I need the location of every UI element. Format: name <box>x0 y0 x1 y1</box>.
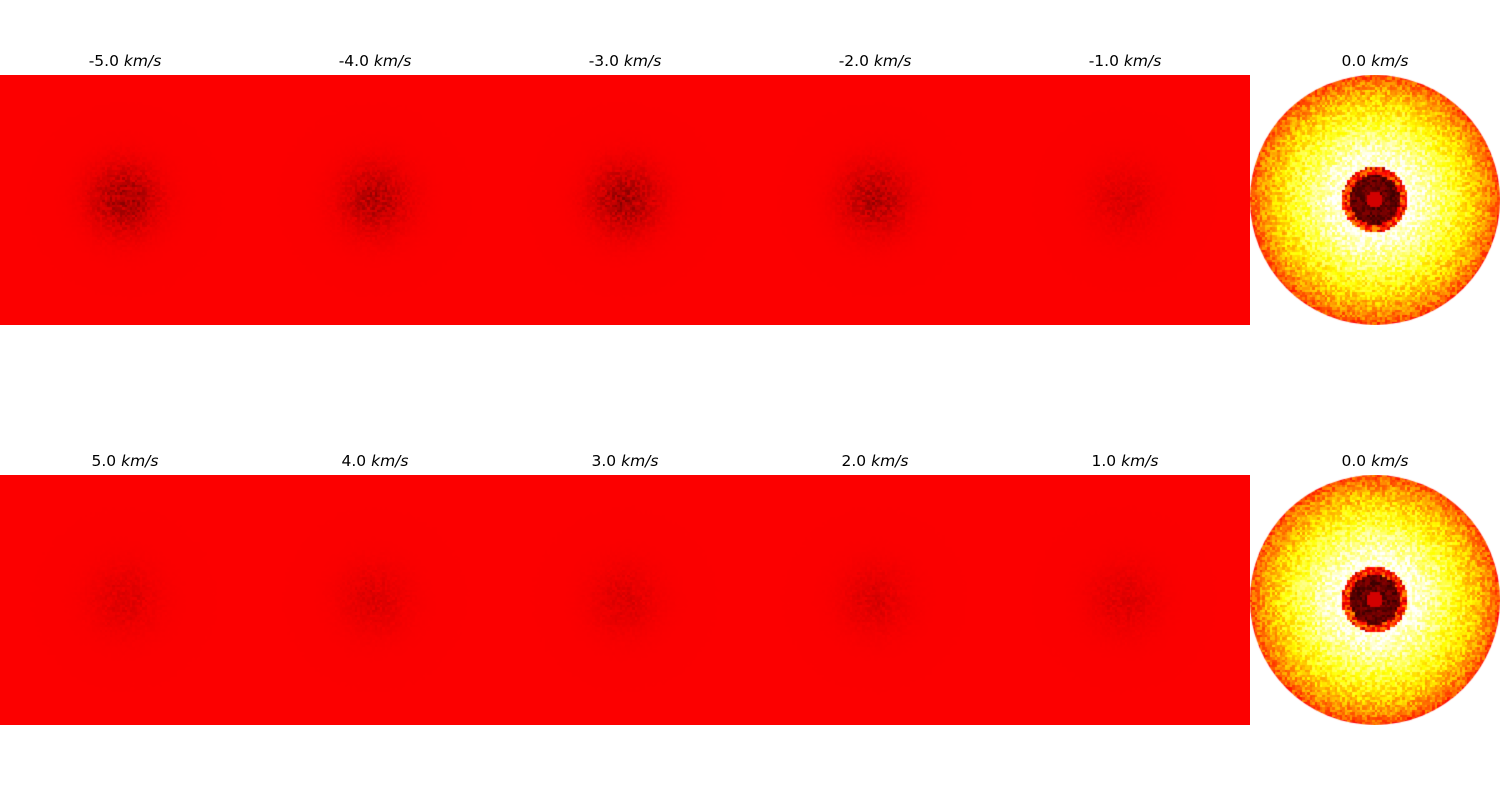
velocity-unit: km/s <box>623 52 662 70</box>
panel-title: 2.0 km/s <box>750 451 1000 471</box>
panel-title: 0.0 km/s <box>1250 451 1500 471</box>
velocity-unit: km/s <box>871 452 909 470</box>
velocity-value: 1.0 <box>1091 452 1117 470</box>
panel-1-3: 2.0 km/s <box>750 446 1000 725</box>
panel-1-4: 1.0 km/s <box>1000 446 1250 725</box>
velocity-unit: km/s <box>621 452 659 470</box>
panel-1-5: 0.0 km/s <box>1250 446 1500 725</box>
panel-title: -5.0 km/s <box>0 51 250 71</box>
velocity-value: -4.0 <box>338 52 369 70</box>
panel-0-1: -4.0 km/s <box>250 46 500 325</box>
panel-0-3: -2.0 km/s <box>750 46 1000 325</box>
panel-title: -2.0 km/s <box>750 51 1000 71</box>
panel-0-5: 0.0 km/s <box>1250 46 1500 325</box>
channel-image <box>1000 475 1250 725</box>
velocity-value: -5.0 <box>88 52 119 70</box>
velocity-value: 4.0 <box>341 452 367 470</box>
channel-image <box>0 75 250 325</box>
velocity-value: -1.0 <box>1088 52 1119 70</box>
velocity-unit: km/s <box>1371 52 1409 70</box>
velocity-unit: km/s <box>371 452 409 470</box>
panel-title: 0.0 km/s <box>1250 51 1500 71</box>
velocity-value: 0.0 <box>1341 452 1367 470</box>
channel-image <box>1250 75 1500 325</box>
velocity-value: 5.0 <box>91 452 117 470</box>
velocity-value: -3.0 <box>588 52 619 70</box>
panel-1-2: 3.0 km/s <box>500 446 750 725</box>
channel-image <box>0 475 250 725</box>
panel-0-2: -3.0 km/s <box>500 46 750 325</box>
panel-title: 4.0 km/s <box>250 451 500 471</box>
channel-image <box>1250 475 1500 725</box>
channel-image <box>500 475 750 725</box>
channel-image <box>1000 75 1250 325</box>
channel-image <box>750 475 1000 725</box>
panel-title: -4.0 km/s <box>250 51 500 71</box>
panel-0-4: -1.0 km/s <box>1000 46 1250 325</box>
panel-title: -1.0 km/s <box>1000 51 1250 71</box>
velocity-unit: km/s <box>1371 452 1409 470</box>
panel-0-0: -5.0 km/s <box>0 46 250 325</box>
velocity-value: -2.0 <box>838 52 869 70</box>
panel-1-1: 4.0 km/s <box>250 446 500 725</box>
panel-title: -3.0 km/s <box>500 51 750 71</box>
velocity-unit: km/s <box>1121 452 1159 470</box>
velocity-unit: km/s <box>373 52 412 70</box>
channel-image <box>750 75 1000 325</box>
channel-image <box>500 75 750 325</box>
velocity-value: 0.0 <box>1341 52 1367 70</box>
channel-image <box>250 75 500 325</box>
velocity-unit: km/s <box>123 52 162 70</box>
velocity-value: 3.0 <box>591 452 617 470</box>
channel-image <box>250 475 500 725</box>
panel-title: 1.0 km/s <box>1000 451 1250 471</box>
velocity-unit: km/s <box>1123 52 1162 70</box>
velocity-unit: km/s <box>873 52 912 70</box>
panel-title: 3.0 km/s <box>500 451 750 471</box>
velocity-unit: km/s <box>121 452 159 470</box>
velocity-value: 2.0 <box>841 452 867 470</box>
panel-1-0: 5.0 km/s <box>0 446 250 725</box>
panel-title: 5.0 km/s <box>0 451 250 471</box>
